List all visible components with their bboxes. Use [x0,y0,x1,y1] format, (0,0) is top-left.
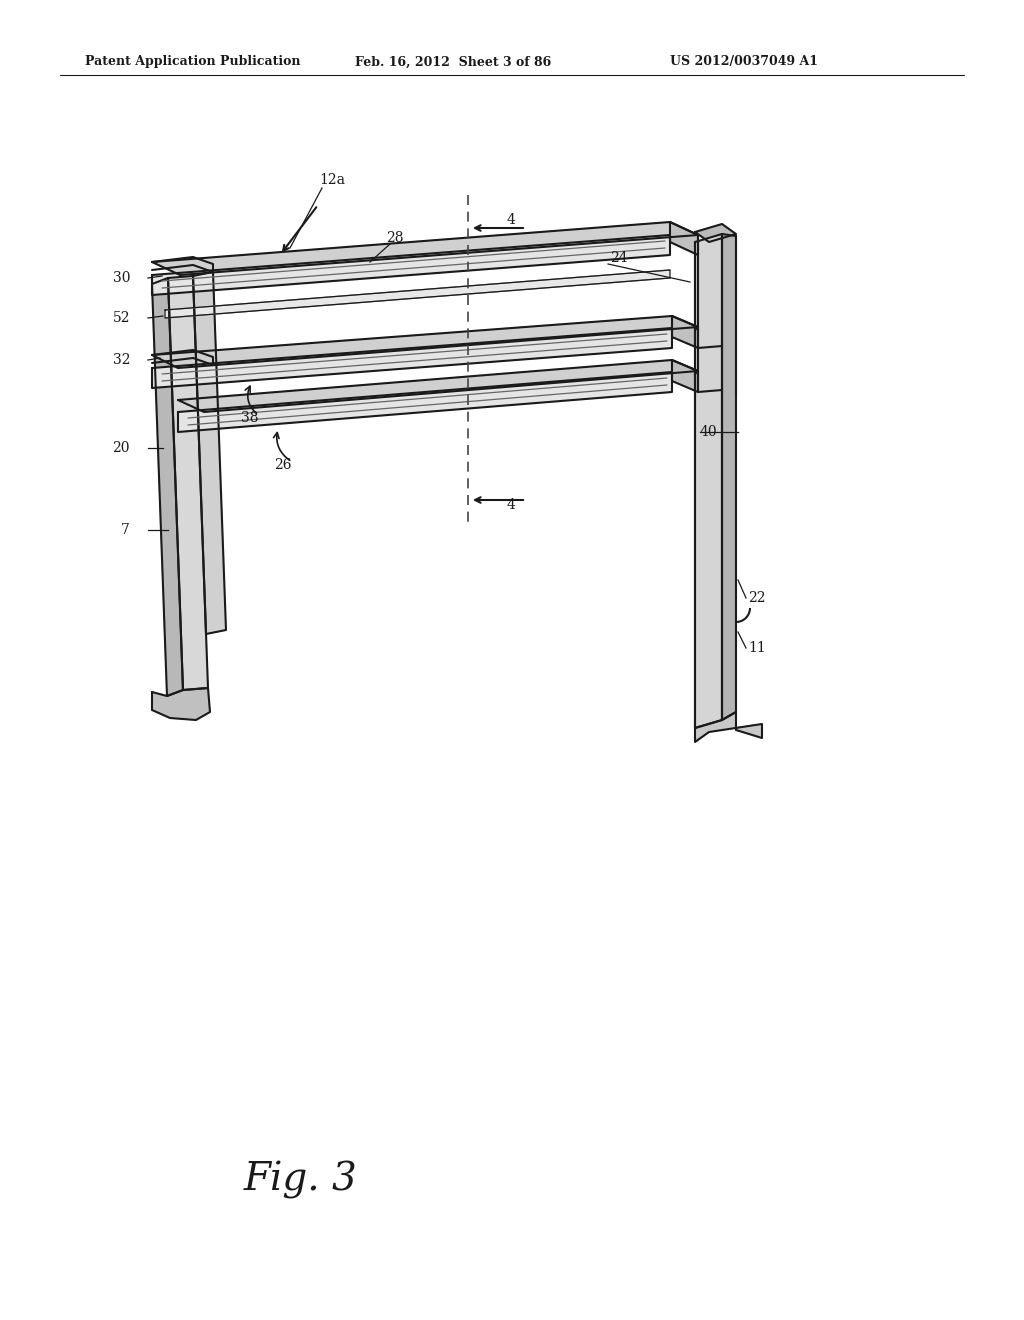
Polygon shape [168,276,208,690]
Text: 32: 32 [113,352,130,367]
Text: 30: 30 [113,271,130,285]
Text: 22: 22 [748,591,766,605]
Text: 26: 26 [274,458,292,473]
Polygon shape [193,272,226,634]
Text: Feb. 16, 2012  Sheet 3 of 86: Feb. 16, 2012 Sheet 3 of 86 [355,55,551,69]
Text: 4: 4 [507,213,516,227]
Text: 24: 24 [610,251,628,265]
Polygon shape [695,224,736,242]
Text: Patent Application Publication: Patent Application Publication [85,55,300,69]
Text: US 2012/0037049 A1: US 2012/0037049 A1 [670,55,818,69]
Polygon shape [695,711,762,742]
Text: 7: 7 [121,523,130,537]
Polygon shape [152,222,698,275]
Text: 38: 38 [241,411,258,425]
Text: 11: 11 [748,642,766,655]
Polygon shape [178,360,698,412]
Polygon shape [152,279,183,696]
Polygon shape [695,234,722,729]
Polygon shape [152,315,698,368]
Polygon shape [672,315,698,348]
Text: 52: 52 [113,312,130,325]
Polygon shape [152,235,670,294]
Polygon shape [165,271,670,318]
Polygon shape [672,360,698,392]
Polygon shape [152,688,210,719]
Text: Fig. 3: Fig. 3 [243,1162,357,1199]
Text: 28: 28 [386,231,403,246]
Polygon shape [152,327,672,388]
Text: 40: 40 [700,425,718,440]
Text: 4: 4 [507,498,516,512]
Polygon shape [178,372,672,432]
Polygon shape [722,234,736,719]
Text: 20: 20 [113,441,130,455]
Polygon shape [670,222,698,255]
Text: 12a: 12a [319,173,345,187]
